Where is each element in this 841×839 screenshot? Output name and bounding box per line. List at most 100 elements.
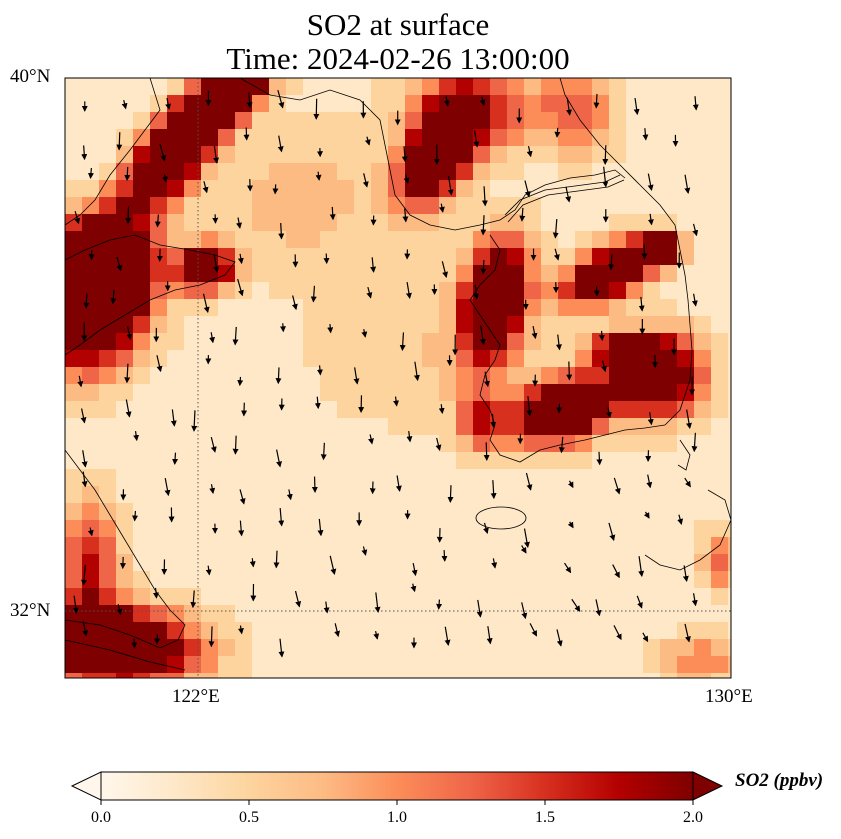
so2-cell: [626, 435, 644, 453]
so2-cell: [609, 673, 627, 678]
so2-cell: [439, 605, 457, 623]
so2-cell: [660, 554, 678, 572]
so2-cell: [116, 78, 134, 96]
so2-cell: [456, 265, 474, 283]
so2-cell: [65, 384, 83, 402]
so2-cell: [133, 163, 151, 181]
so2-cell: [354, 299, 372, 317]
so2-cell: [694, 248, 712, 266]
so2-cell: [167, 435, 185, 453]
so2-cell: [456, 520, 474, 538]
so2-cell: [235, 571, 253, 589]
so2-cell: [711, 248, 729, 266]
so2-cell: [609, 384, 627, 402]
so2-cell: [439, 333, 457, 351]
so2-cell: [609, 520, 627, 538]
so2-cell: [388, 469, 406, 487]
so2-cell: [150, 673, 168, 678]
so2-cell: [354, 316, 372, 334]
wind-arrow: [317, 518, 324, 537]
so2-cell: [592, 78, 610, 96]
so2-cell: [354, 401, 372, 419]
so2-cell: [337, 503, 355, 521]
so2-cell: [184, 520, 202, 538]
so2-cell: [116, 673, 134, 678]
so2-cell: [184, 299, 202, 317]
so2-cell: [405, 146, 423, 164]
so2-cell: [711, 469, 729, 487]
so2-cell: [609, 333, 627, 351]
lat-tick-32n: 32°N: [10, 600, 51, 621]
so2-cell: [388, 112, 406, 130]
wind-arrow: [638, 296, 645, 312]
so2-cell: [609, 639, 627, 657]
so2-cell: [609, 622, 627, 640]
so2-cell: [711, 282, 729, 300]
so2-cell: [541, 673, 559, 678]
so2-cell: [252, 401, 270, 419]
so2-cell: [643, 503, 661, 521]
so2-cell: [541, 537, 559, 555]
so2-cell: [337, 231, 355, 249]
so2-cell: [541, 265, 559, 283]
so2-cell: [507, 367, 525, 385]
wind-arrow: [82, 621, 89, 637]
so2-cell: [201, 639, 219, 657]
so2-cell: [65, 605, 83, 623]
so2-cell: [235, 146, 253, 164]
so2-cell: [388, 435, 406, 453]
so2-cell: [711, 418, 729, 436]
so2-cell: [473, 486, 491, 504]
so2-cell: [82, 367, 100, 385]
border-line-2: [507, 179, 625, 223]
wind-arrow: [608, 254, 615, 271]
so2-cell: [82, 214, 100, 232]
wind-arrow: [479, 96, 486, 106]
so2-cell: [388, 146, 406, 164]
so2-cell: [99, 571, 117, 589]
so2-cell: [541, 520, 559, 538]
so2-cell: [524, 316, 542, 334]
so2-cell: [592, 316, 610, 334]
so2-cell: [592, 146, 610, 164]
so2-cell: [201, 503, 219, 521]
so2-cell: [201, 316, 219, 334]
so2-cell: [269, 588, 287, 606]
so2-cell: [82, 180, 100, 198]
so2-cell: [303, 180, 321, 198]
so2-cell: [286, 469, 304, 487]
wind-arrow: [131, 638, 138, 649]
so2-cell: [235, 197, 253, 215]
so2-cell: [388, 401, 406, 419]
wind-arrow: [526, 396, 533, 417]
so2-cell: [507, 486, 525, 504]
so2-cell: [677, 333, 695, 351]
so2-cell: [320, 112, 338, 130]
so2-cell: [626, 673, 644, 678]
so2-cell: [456, 350, 474, 368]
so2-cell: [167, 112, 185, 130]
so2-cell: [235, 299, 253, 317]
so2-cell: [439, 639, 457, 657]
so2-cell: [235, 384, 253, 402]
so2-cell: [201, 231, 219, 249]
so2-cell: [507, 248, 525, 266]
so2-cell: [728, 622, 731, 640]
so2-cell: [643, 231, 661, 249]
wind-arrow: [596, 451, 603, 466]
so2-cell: [660, 78, 678, 96]
so2-cell: [252, 673, 270, 678]
so2-cell: [507, 197, 525, 215]
so2-cell: [473, 350, 491, 368]
so2-cell: [388, 78, 406, 96]
so2-cell: [218, 112, 236, 130]
so2-cell: [184, 401, 202, 419]
so2-cell: [694, 299, 712, 317]
so2-cell: [320, 673, 338, 678]
so2-cell: [422, 214, 440, 232]
so2-cell: [524, 129, 542, 147]
so2-cell: [99, 316, 117, 334]
so2-cell: [405, 316, 423, 334]
so2-cell: [456, 384, 474, 402]
colorbar-label: SO2 (ppbv): [735, 770, 824, 791]
